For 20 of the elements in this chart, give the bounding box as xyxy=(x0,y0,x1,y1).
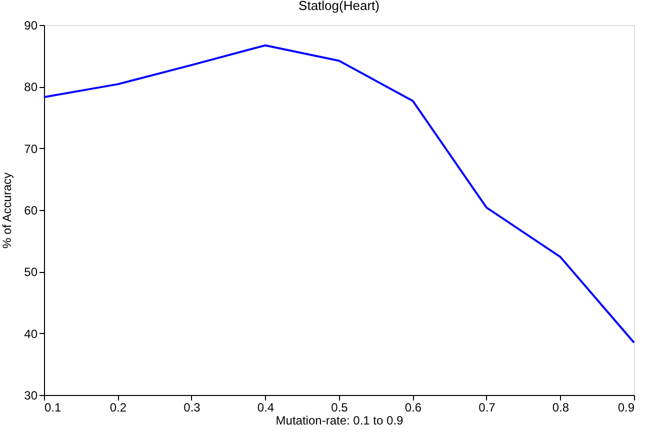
x-tick-label: 0.1 xyxy=(44,400,62,414)
y-tick-label: 50 xyxy=(24,265,38,280)
x-tick-label: 0.2 xyxy=(110,400,127,414)
y-tick-label: 60 xyxy=(24,204,38,218)
x-tick-label: 0.3 xyxy=(184,400,201,414)
x-tick-label: 0.6 xyxy=(404,400,422,414)
x-axis-title: Mutation-rate: 0.1 to 0.9 xyxy=(276,414,404,428)
x-tick-label: 0.8 xyxy=(552,400,570,414)
y-tick-label: 80 xyxy=(24,80,38,94)
x-tick-label: 0.7 xyxy=(478,400,496,414)
y-tick-label: 90 xyxy=(24,18,38,32)
x-tick-label: 0.9 xyxy=(618,400,635,414)
y-tick-label: 30 xyxy=(24,388,38,402)
x-tick-label: 0.5 xyxy=(331,400,348,414)
line-series xyxy=(43,44,635,344)
x-tick-label: 0.4 xyxy=(257,400,274,414)
y-axis-title: % of Accuracy xyxy=(0,172,14,249)
y-tick-label: 40 xyxy=(24,326,38,341)
chart-title: Statlog(Heart) xyxy=(298,0,380,13)
y-tick-label: 70 xyxy=(24,142,38,156)
